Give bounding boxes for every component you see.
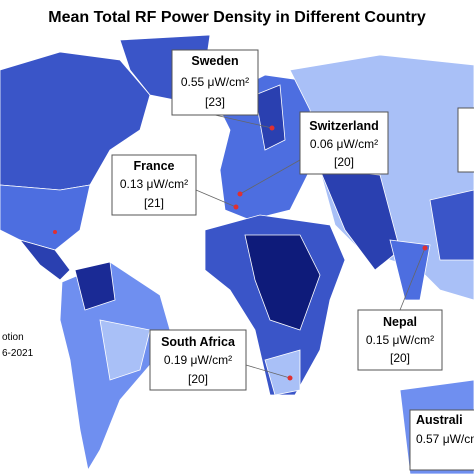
callout-country: Sweden (191, 54, 238, 68)
location-dot (269, 125, 275, 131)
location-dot (53, 230, 57, 234)
leader-line (245, 364, 291, 379)
callout-box (457, 107, 474, 173)
callout-value: 0.19 μW/cm² (164, 353, 232, 367)
leader-line (239, 159, 301, 195)
callout-box (357, 309, 443, 371)
leader-line (399, 247, 426, 311)
callout-box (299, 111, 389, 175)
legend-fragment: otion (2, 332, 24, 343)
callout-box (149, 329, 247, 391)
callout-value: 0.15 μW/cm² (366, 333, 434, 347)
location-dot (237, 191, 243, 197)
callout-value: 0.57 μW/cm (416, 432, 474, 446)
map-title: Mean Total RF Power Density in Different… (48, 9, 426, 26)
callout-box (111, 154, 197, 216)
leader-line (195, 189, 237, 208)
callout-ref: [20] (188, 372, 208, 386)
callout-box (409, 409, 474, 471)
callout-country: Switzerland (309, 119, 378, 133)
callout-country: Australi (416, 413, 463, 427)
location-dot (422, 245, 428, 251)
callout-country: South Africa (161, 335, 236, 349)
callout-ref: [21] (144, 196, 164, 210)
location-dot (233, 204, 239, 210)
callout-value: 0.06 μW/cm² (310, 137, 378, 151)
callout-country: France (134, 159, 175, 173)
callout-ref: [20] (334, 155, 354, 169)
callout-ref: [23] (205, 95, 225, 109)
callout-box (171, 49, 259, 116)
location-dot (287, 375, 293, 381)
callout-ref: [20] (390, 351, 410, 365)
callout-value: 0.13 μW/cm² (120, 177, 188, 191)
leader-line (214, 114, 273, 129)
legend-fragment: 6-2021 (2, 348, 34, 359)
callout-value: 0.55 μW/cm² (181, 75, 249, 89)
callout-country: Nepal (383, 315, 417, 329)
